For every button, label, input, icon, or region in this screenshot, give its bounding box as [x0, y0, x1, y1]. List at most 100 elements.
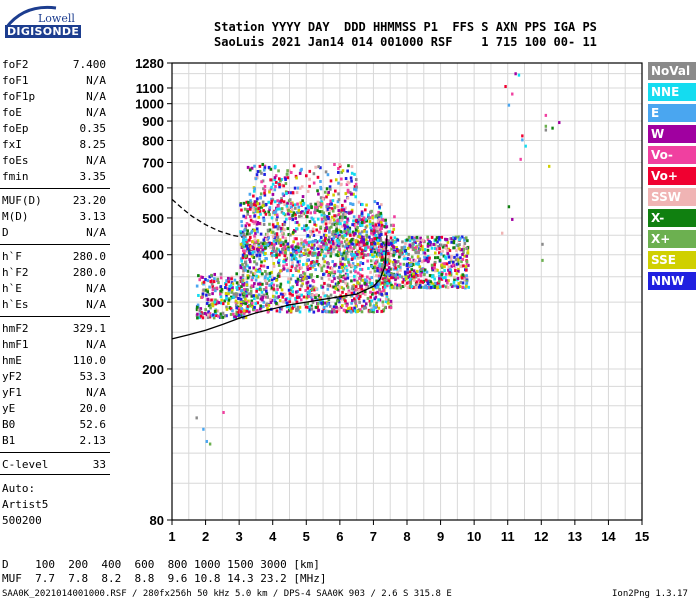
- echo-point: [295, 220, 299, 224]
- echo-point: [323, 260, 327, 264]
- echo-point: [207, 310, 210, 314]
- echo-point: [248, 215, 252, 219]
- echo-point: [337, 209, 341, 213]
- echo-point: [318, 230, 321, 234]
- echo-point: [350, 241, 353, 245]
- echo-point: [378, 264, 381, 268]
- echo-point: [247, 203, 250, 207]
- echo-point: [265, 281, 268, 285]
- echo-point: [331, 279, 334, 283]
- echo-point: [241, 241, 244, 245]
- echo-point: [329, 187, 332, 191]
- echo-point: [249, 218, 253, 222]
- param-value: 329.1: [72, 322, 106, 335]
- echo-point: [246, 212, 250, 216]
- echo-point: [255, 222, 259, 226]
- echo-point: [344, 301, 348, 305]
- echo-point: [206, 288, 209, 292]
- param-value: 3.35: [79, 170, 107, 183]
- echo-point: [314, 202, 317, 206]
- echo-point: [311, 260, 315, 264]
- echo-point: [277, 241, 281, 245]
- echo-point: [368, 253, 372, 257]
- echo-point: [438, 277, 441, 281]
- echo-point: [246, 247, 250, 251]
- echo-point: [261, 200, 265, 204]
- echo-point: [372, 310, 376, 314]
- echo-point: [342, 236, 345, 240]
- echo-point: [333, 309, 336, 313]
- echo-point: [239, 242, 243, 246]
- echo-point: [313, 253, 317, 257]
- echo-point: [205, 293, 208, 297]
- echo-point: [401, 284, 405, 288]
- echo-point: [306, 267, 310, 271]
- echo-point: [292, 211, 296, 215]
- echo-point: [374, 266, 378, 270]
- echo-point: [349, 176, 353, 180]
- echo-point: [450, 237, 454, 241]
- echo-point: [429, 243, 432, 247]
- echo-point: [358, 221, 362, 225]
- echo-point: [548, 164, 551, 168]
- echo-point: [370, 276, 374, 280]
- echo-point: [511, 92, 514, 96]
- echo-point: [246, 288, 249, 292]
- echo-point: [394, 240, 398, 244]
- echo-point: [340, 266, 344, 270]
- echo-point: [308, 240, 311, 244]
- echo-point: [210, 314, 214, 318]
- echo-point: [445, 262, 449, 266]
- echo-point: [418, 242, 421, 246]
- echo-point: [360, 230, 364, 234]
- echo-point: [224, 283, 228, 287]
- echo-point: [326, 215, 329, 219]
- echo-point: [364, 306, 368, 310]
- echo-point: [446, 286, 450, 290]
- param-separator: [0, 474, 110, 475]
- echo-point: [256, 170, 260, 174]
- echo-point: [348, 190, 352, 194]
- station-header-values: SaoLuis 2021 Jan14 014 001000 RSF 1 715 …: [214, 35, 597, 49]
- echo-point: [465, 268, 468, 272]
- echo-point: [266, 310, 270, 314]
- echo-point: [303, 275, 307, 279]
- echo-point: [346, 302, 349, 306]
- echo-point: [405, 251, 408, 255]
- echo-point: [316, 305, 319, 309]
- echo-point: [405, 281, 409, 285]
- echo-point: [278, 310, 282, 314]
- echo-point: [297, 249, 300, 253]
- echo-point: [270, 286, 274, 290]
- echo-point: [298, 186, 302, 190]
- profile-curve-solid: [171, 235, 388, 340]
- echo-point: [379, 236, 382, 240]
- echo-point: [222, 410, 225, 414]
- echo-point: [268, 283, 271, 287]
- echo-point: [284, 298, 288, 302]
- echo-point: [344, 274, 348, 278]
- echo-point: [373, 242, 377, 246]
- echo-point: [228, 284, 232, 288]
- echo-point: [312, 260, 316, 264]
- echo-point: [507, 205, 511, 209]
- echo-point: [264, 275, 267, 279]
- echo-point: [425, 256, 429, 260]
- echo-point: [350, 252, 353, 256]
- param-separator: [0, 188, 110, 189]
- echo-point: [433, 281, 437, 285]
- echo-point: [383, 267, 387, 271]
- echo-point: [354, 270, 357, 274]
- echo-point: [394, 282, 397, 286]
- echo-point: [303, 302, 307, 306]
- echo-point: [326, 203, 329, 207]
- echo-point: [322, 242, 325, 246]
- echo-point: [274, 238, 278, 242]
- echo-point: [321, 298, 324, 302]
- echo-point: [255, 173, 259, 177]
- echo-point: [457, 269, 460, 273]
- echo-point: [444, 275, 447, 279]
- echo-point: [339, 279, 342, 283]
- echo-point: [350, 306, 353, 310]
